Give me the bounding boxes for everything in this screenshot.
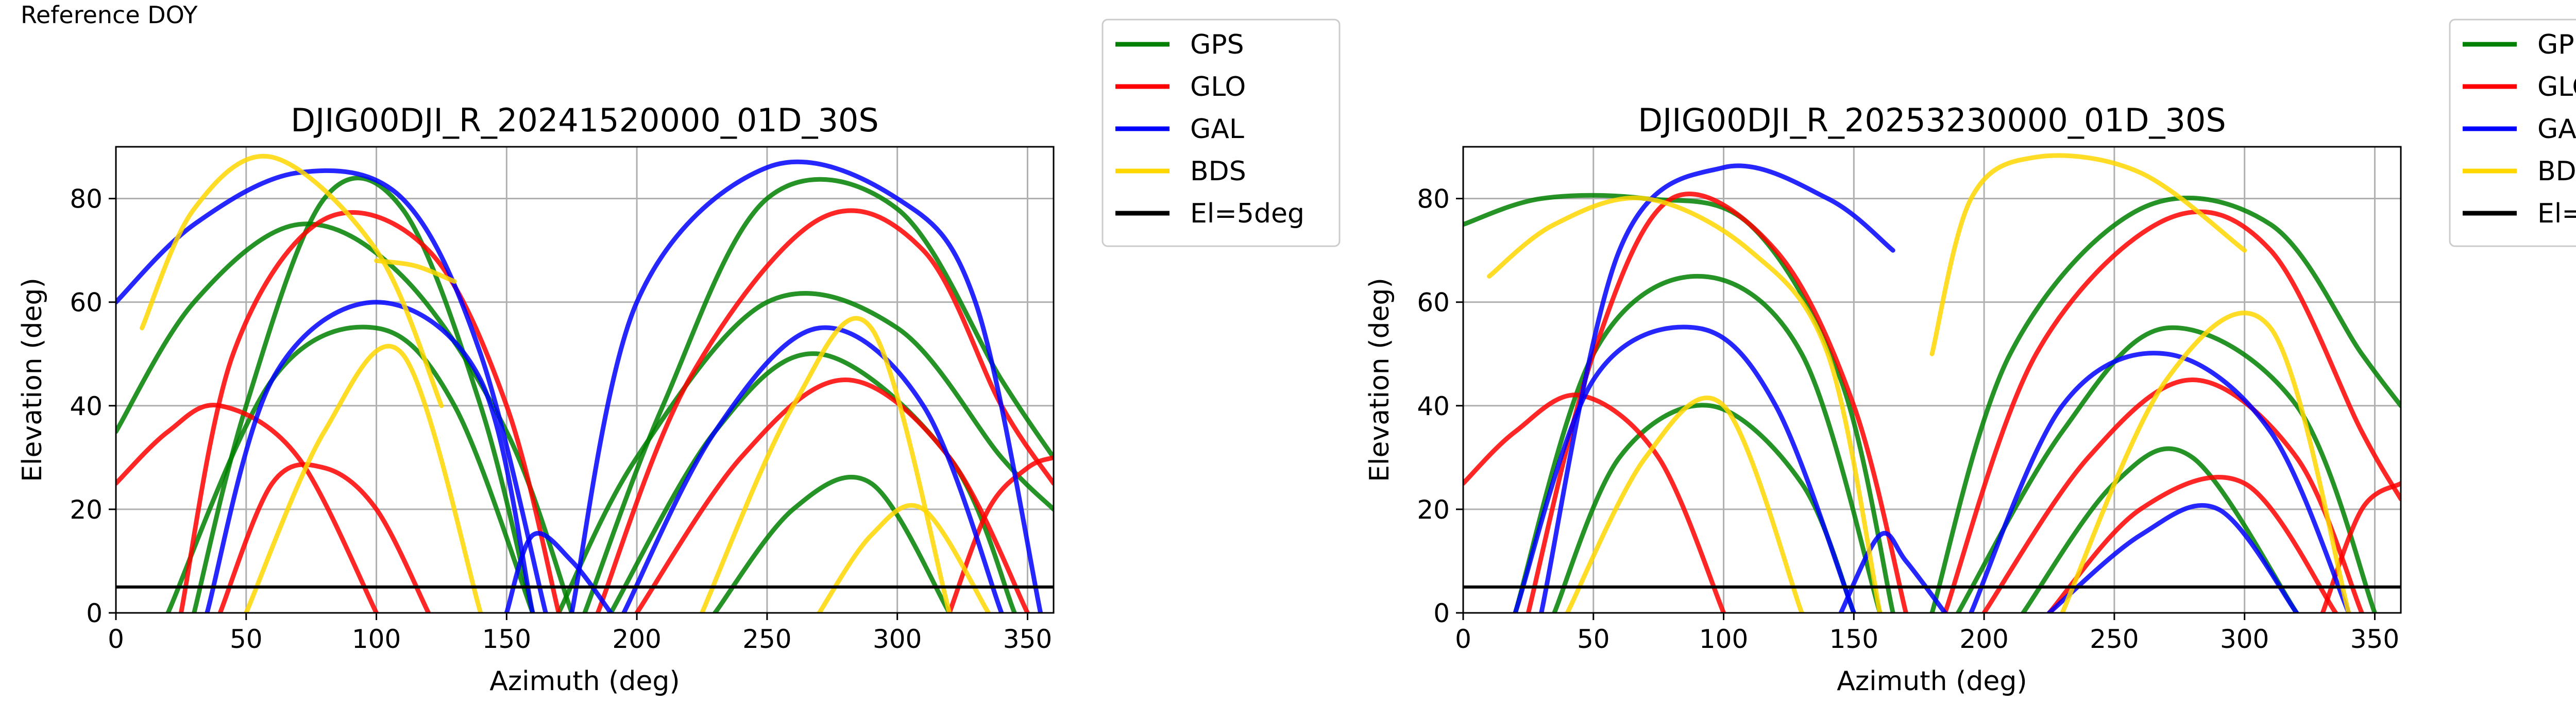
track-glo: [634, 377, 1030, 613]
chart-panel-2: DJIG00DJI_R_20253230000_01D_30S 0 50 100 150…: [1364, 19, 2576, 697]
y-tick-label: 80: [70, 184, 103, 214]
x-tick-label: 250: [742, 624, 791, 654]
x-tick-label: 100: [1699, 624, 1748, 654]
x-tick-label: 200: [612, 624, 661, 654]
track-glo: [1463, 392, 1726, 613]
y-tick-label: 0: [1433, 598, 1450, 628]
x-tick-label: 150: [482, 624, 531, 654]
legend: GPS GLO GAL BDS El=5deg: [1101, 19, 1341, 247]
track-gps: [582, 177, 1054, 613]
track-glo: [116, 403, 379, 613]
track-bds: [817, 503, 991, 613]
series-glo: [1463, 192, 2401, 613]
track-gps: [1463, 193, 1895, 613]
track-glo: [947, 455, 1054, 613]
track-gal: [116, 168, 548, 613]
axes-frame: [1462, 146, 2402, 614]
y-tick-label: 60: [70, 288, 103, 318]
track-bds: [374, 258, 457, 284]
series-bds: [1487, 153, 2351, 613]
track-glo: [2320, 481, 2401, 613]
y-tick-label: 20: [70, 495, 103, 525]
track-gps: [1929, 195, 2401, 613]
y-tick-label: 40: [1417, 391, 1450, 421]
legend-box: [2449, 19, 2576, 247]
track-bds: [2060, 311, 2351, 613]
y-tick-label: 40: [70, 391, 103, 421]
x-tick-label: 50: [230, 624, 263, 654]
x-tick-label: 300: [873, 624, 922, 654]
x-tick-label: 250: [2090, 624, 2139, 654]
track-bds: [244, 344, 483, 613]
x-tick-label: 350: [2350, 624, 2399, 654]
y-tick-label: 60: [1417, 288, 1450, 318]
reference-doy-label: Reference DOY: [21, 1, 198, 29]
series-gal: [116, 159, 1043, 613]
y-axis-label: Elevation (deg): [1364, 278, 1395, 482]
track-bds: [1487, 195, 1883, 613]
series-bds: [140, 153, 991, 613]
track-bds: [1929, 153, 2247, 356]
legend-label-gps: GPS: [1190, 29, 1244, 60]
legend-box: [1101, 19, 1341, 247]
track-bds: [1565, 396, 1804, 613]
track-gps: [1513, 273, 1883, 613]
track-glo: [217, 462, 431, 613]
track-gal: [1539, 163, 1895, 613]
legend: GPS GLO GAL BDS El=5deg: [2449, 19, 2576, 247]
x-axis-label: Azimuth (deg): [489, 666, 680, 697]
y-tick-label: 20: [1417, 495, 1450, 525]
track-gps: [1956, 325, 2377, 613]
chart-title: DJIG00DJI_R_20241520000_01D_30S: [291, 101, 878, 139]
legend-label-glo: GLO: [1190, 72, 1246, 102]
x-tick-label: 200: [1959, 624, 2008, 654]
track-gps: [2021, 446, 2299, 613]
track-glo: [178, 210, 561, 613]
legend-label-bds: BDS: [1190, 156, 1246, 187]
track-gal: [2047, 503, 2299, 613]
x-tick-label: 350: [1003, 624, 1052, 654]
x-tick-label: 0: [108, 624, 124, 654]
track-bds: [700, 316, 952, 613]
track-gal: [1969, 351, 2351, 613]
y-axis-label: Elevation (deg): [17, 278, 48, 482]
axes-frame: [115, 146, 1055, 614]
track-glo: [2047, 474, 2338, 613]
track-gal: [569, 159, 1043, 613]
track-bds: [140, 153, 444, 408]
track-gps: [713, 475, 952, 613]
y-tick-label: 0: [86, 598, 103, 628]
legend-label-gal: GAL: [2537, 114, 2576, 145]
x-tick-label: 150: [1829, 624, 1878, 654]
x-tick-label: 50: [1577, 624, 1610, 654]
legend-label-bds: BDS: [2537, 156, 2576, 187]
chart-panel-1: DJIG00DJI_R_20241520000_01D_30S 0 50 100 150…: [17, 19, 1341, 697]
track-gps: [556, 291, 1054, 613]
x-tick-label: 100: [352, 624, 401, 654]
track-gal: [205, 300, 535, 613]
x-tick-label: 300: [2220, 624, 2269, 654]
legend-label-el-5deg: El=5deg: [2537, 198, 2576, 229]
y-tick-label: 80: [1417, 184, 1450, 214]
track-gps: [165, 324, 535, 613]
track-gal: [1513, 324, 1856, 613]
legend-label-el-5deg: El=5deg: [1190, 198, 1304, 229]
track-glo: [1942, 209, 2401, 613]
x-axis-label: Azimuth (deg): [1837, 666, 2027, 697]
chart-title: DJIG00DJI_R_20253230000_01D_30S: [1638, 101, 2226, 139]
track-gal: [504, 530, 614, 613]
legend-label-gal: GAL: [1190, 114, 1244, 145]
x-tick-label: 0: [1455, 624, 1471, 654]
legend-label-gps: GPS: [2537, 29, 2576, 60]
legend-label-glo: GLO: [2537, 72, 2576, 102]
track-gal: [621, 325, 1004, 613]
